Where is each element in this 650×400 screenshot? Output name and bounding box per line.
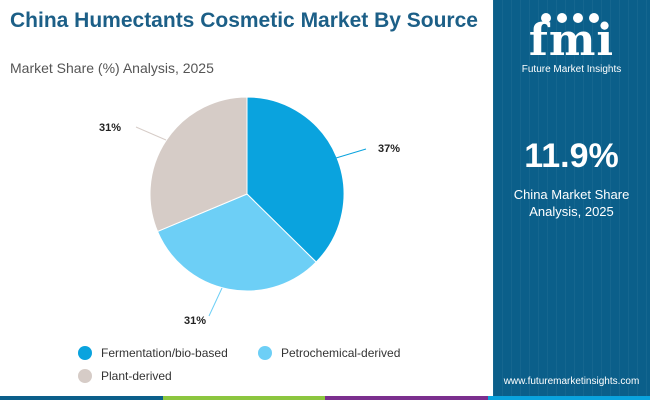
legend-swatch	[78, 369, 92, 383]
leader-line	[135, 126, 167, 141]
pie-slice-1	[246, 96, 345, 263]
website-link[interactable]: www.futuremarketinsights.com	[503, 376, 640, 387]
globe-icon	[541, 13, 551, 23]
chart-icon	[589, 13, 599, 23]
bottom-bar-segment	[325, 396, 488, 400]
bottom-bar-segment	[162, 396, 325, 400]
leader-line	[208, 287, 223, 317]
bottom-bar-segment	[0, 396, 163, 400]
leader-line	[335, 148, 367, 159]
chart-subtitle: Market Share (%) Analysis, 2025	[10, 60, 214, 76]
legend-swatch	[78, 346, 92, 360]
legend-label: Petrochemical-derived	[281, 346, 401, 360]
logo-icons	[533, 10, 613, 24]
company-logo: fmi Future Market Insights	[493, 6, 650, 75]
gear-icon	[573, 13, 583, 23]
legend-label: Plant-derived	[101, 369, 172, 383]
person-icon	[557, 13, 567, 23]
highlight-stat-value: 11.9%	[524, 137, 619, 175]
bottom-color-bar	[0, 396, 650, 400]
legend-swatch	[258, 346, 272, 360]
data-label: 31%	[99, 122, 121, 134]
stat-label-line1: China Market Share	[513, 187, 630, 202]
data-label: 31%	[184, 315, 206, 327]
logo-text: Future Market Insights	[521, 64, 622, 75]
panel-texture	[493, 0, 650, 400]
side-panel: fmi Future Market Insights 11.9% China M…	[493, 0, 650, 400]
legend-item-petrochemical: Petrochemical-derived	[258, 346, 400, 360]
pie-slice-2	[156, 193, 317, 292]
stat-label-line2: Analysis, 2025	[529, 204, 614, 219]
legend-item-fermentation: Fermentation/bio-based	[78, 346, 228, 360]
data-label: 37%	[378, 143, 400, 155]
highlight-stat-label: China Market Share Analysis, 2025	[493, 186, 650, 220]
pie-chart: 37% 31% 31%	[99, 96, 400, 327]
legend-item-plant: Plant-derived	[78, 369, 172, 383]
pie-slice-3	[149, 96, 248, 233]
bottom-bar-segment	[487, 396, 650, 400]
legend-label: Fermentation/bio-based	[101, 346, 228, 360]
chart-title: China Humectants Cosmetic Market By Sour…	[10, 9, 478, 32]
logo-mark: fmi	[528, 15, 615, 66]
